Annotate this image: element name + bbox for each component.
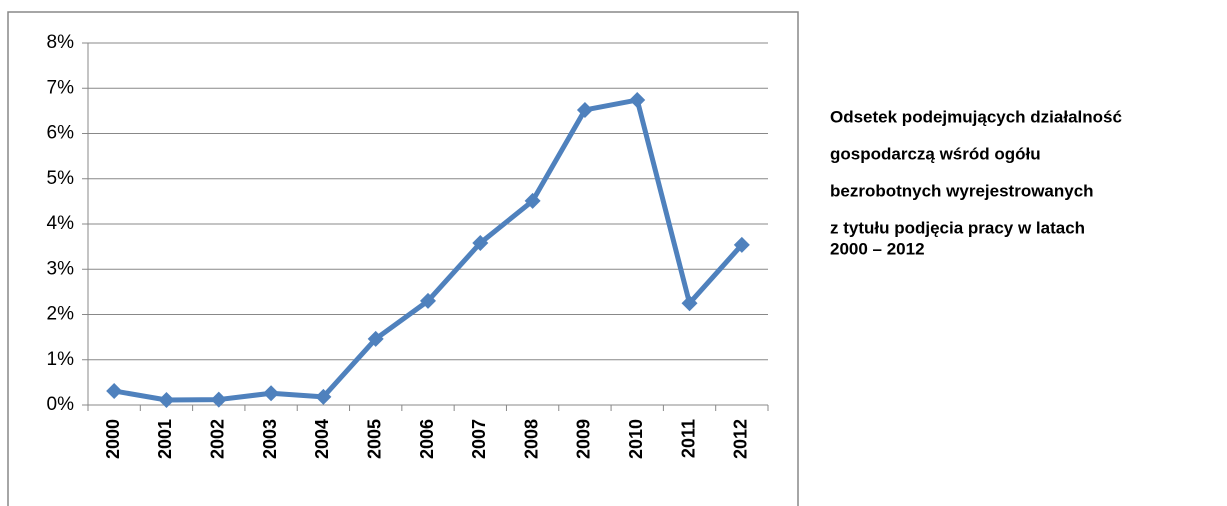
x-tick-label: 2003 [260,419,280,459]
chart-title: bezrobotnych wyrejestrowanych [830,181,1094,200]
y-tick-label: 7% [47,77,75,98]
y-tick-label: 6% [47,123,75,144]
marker [681,295,698,312]
x-tick-label: 2010 [626,419,646,459]
chart-title: gospodarczą wśród ogółu [830,144,1041,163]
marker [158,392,175,409]
marker [576,101,593,118]
y-tick-label: 5% [47,168,75,189]
x-tick-label: 2001 [155,419,175,459]
y-tick-label: 3% [47,258,75,279]
y-tick-label: 1% [47,349,75,370]
x-tick-label: 2007 [469,419,489,459]
x-tick-label: 2008 [521,419,541,459]
x-tick-label: 2006 [417,419,437,459]
marker [263,385,280,402]
y-tick-label: 4% [47,213,75,234]
y-tick-label: 2% [47,304,75,325]
x-tick-label: 2009 [574,419,594,459]
y-tick-label: 8% [47,32,75,53]
marker [629,92,646,109]
x-tick-label: 2002 [208,419,228,459]
x-tick-label: 2005 [364,419,384,459]
marker [472,235,489,252]
x-tick-label: 2012 [731,419,751,459]
marker [367,330,384,347]
chart-title: Odsetek podejmujących działalność [830,107,1122,126]
x-tick-label: 2004 [312,419,332,459]
chart-title: 2000 – 2012 [830,239,925,258]
marker [420,292,436,309]
x-tick-label: 2000 [103,419,123,459]
y-tick-label: 0% [47,394,75,415]
marker [315,388,332,405]
marker [524,192,541,209]
marker [106,382,123,399]
x-tick-label: 2011 [678,419,698,458]
marker [210,391,227,408]
chart-title: z tytułu podjęcia pracy w latach [830,218,1085,237]
chart-frame [7,11,799,506]
marker [733,236,750,253]
